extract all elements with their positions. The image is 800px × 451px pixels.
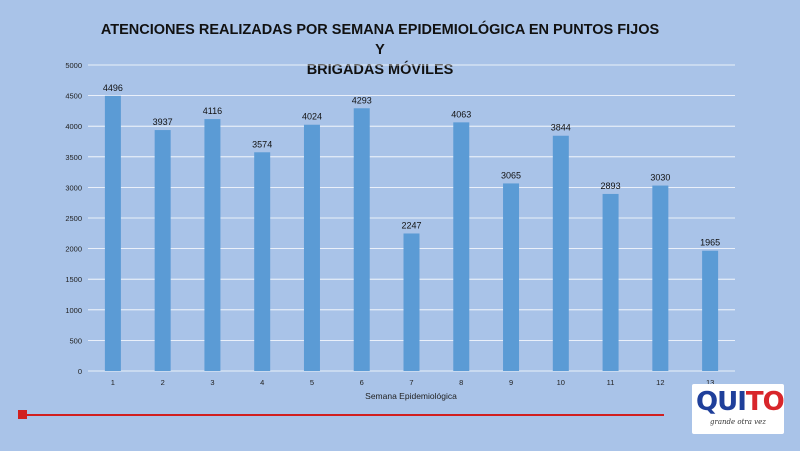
bar bbox=[254, 152, 271, 371]
data-label: 4024 bbox=[302, 112, 322, 122]
x-tick-label: 4 bbox=[260, 378, 264, 387]
bar bbox=[303, 124, 320, 371]
data-label: 2247 bbox=[401, 220, 421, 230]
x-tick-label: 5 bbox=[310, 378, 314, 387]
x-tick-label: 8 bbox=[459, 378, 463, 387]
x-tick-label: 9 bbox=[509, 378, 513, 387]
y-tick-label: 2500 bbox=[65, 214, 82, 223]
data-label: 3937 bbox=[153, 117, 173, 127]
bar bbox=[403, 233, 420, 371]
data-labels: 4496 3937 4116 3574 4024 4293 2247 4063 3065 3844… bbox=[103, 83, 720, 248]
bars bbox=[104, 95, 719, 372]
footer-square-marker bbox=[18, 410, 27, 419]
y-axis-ticks: 0 500 1000 1500 2000 2500 3000 3500 4000 4500 5000 bbox=[65, 61, 82, 376]
bar bbox=[204, 119, 221, 371]
data-label: 4496 bbox=[103, 83, 123, 93]
data-label: 2893 bbox=[601, 181, 621, 191]
bar bbox=[154, 130, 171, 371]
quito-logo-tagline: grande otra vez bbox=[710, 418, 766, 426]
x-axis-label: Semana Epidemiológica bbox=[365, 391, 457, 401]
data-label: 3574 bbox=[252, 139, 272, 149]
y-tick-label: 4000 bbox=[65, 122, 82, 131]
y-tick-label: 1000 bbox=[65, 306, 82, 315]
y-tick-label: 1500 bbox=[65, 275, 82, 284]
bar bbox=[602, 193, 619, 371]
footer-divider-line bbox=[24, 414, 664, 416]
bar bbox=[702, 250, 719, 371]
x-tick-label: 13 bbox=[706, 378, 714, 387]
x-tick-label: 10 bbox=[557, 378, 565, 387]
y-tick-label: 5000 bbox=[65, 61, 82, 70]
data-label: 3030 bbox=[650, 173, 670, 183]
chart-title-line-2: BRIGADAS MÓVILES bbox=[306, 62, 454, 78]
bar bbox=[353, 108, 370, 371]
x-tick-label: 6 bbox=[360, 378, 364, 387]
y-tick-label: 500 bbox=[69, 336, 82, 345]
bar bbox=[503, 183, 520, 371]
bar bbox=[552, 135, 569, 371]
data-label: 4293 bbox=[352, 95, 372, 105]
bar bbox=[652, 185, 669, 371]
y-tick-label: 2000 bbox=[65, 245, 82, 254]
quito-logo: QUITO grande otra vez bbox=[692, 384, 785, 434]
x-tick-label: 12 bbox=[656, 378, 664, 387]
x-tick-label: 2 bbox=[161, 378, 165, 387]
chart-title-line-1: ATENCIONES REALIZADAS POR SEMANA EPIDEMI… bbox=[100, 22, 660, 58]
data-label: 3065 bbox=[501, 170, 521, 180]
x-tick-label: 1 bbox=[111, 378, 115, 387]
bar bbox=[104, 95, 121, 372]
x-axis-ticks: 1 2 3 4 5 6 7 8 9 10 11 12 13 bbox=[111, 378, 714, 387]
bar bbox=[453, 122, 470, 372]
data-label: 3844 bbox=[551, 123, 571, 133]
x-tick-label: 7 bbox=[409, 378, 413, 387]
y-tick-label: 0 bbox=[78, 367, 82, 376]
quito-logo-wordmark: QUITO bbox=[696, 387, 785, 417]
chart-title: ATENCIONES REALIZADAS POR SEMANA EPIDEMI… bbox=[100, 20, 660, 80]
x-tick-label: 11 bbox=[607, 378, 615, 387]
data-label: 4063 bbox=[451, 109, 471, 119]
y-tick-label: 4500 bbox=[65, 92, 82, 101]
y-tick-label: 3500 bbox=[65, 153, 82, 162]
y-tick-label: 3000 bbox=[65, 183, 82, 192]
data-label: 4116 bbox=[203, 106, 222, 116]
data-label: 1965 bbox=[700, 238, 720, 248]
x-tick-label: 3 bbox=[210, 378, 214, 387]
